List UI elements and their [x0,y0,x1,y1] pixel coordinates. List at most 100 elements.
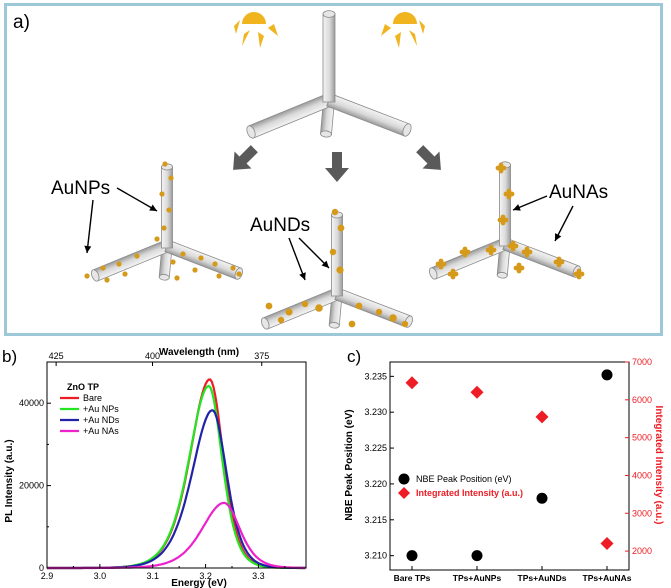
y2-tick-label: 6000 [632,395,652,405]
np-particle [162,161,168,167]
np-particle [84,273,90,279]
nd-particle [337,224,345,232]
na-flower-particle [507,240,519,252]
np-particle [236,271,242,277]
nbe-point [471,550,483,562]
na-flower-particle [495,162,507,174]
plot-frame [389,361,630,571]
x-category-label: Bare TPs [394,573,431,583]
intensity-point [535,410,549,424]
np-particle [212,261,218,267]
y-tick-label: 0 [39,563,44,573]
x-tick-label: 3.2 [199,571,212,581]
na-flower-particle [521,246,533,258]
np-particle [174,275,180,281]
np-particle [116,261,122,267]
legend-entry: +Au NDs [83,415,120,425]
nd-particle [336,266,344,274]
tripod-bare-leg-left [246,93,332,139]
x-tick-label: 3.0 [94,571,107,581]
na-flower-particle [513,262,525,274]
np-particle [198,255,204,261]
nbe-point [601,369,613,381]
x2-tick-label: 425 [49,351,64,361]
pointer-aunps-2-head [149,204,157,211]
tripod-bare-leg-right [326,93,412,137]
y2-tick-label: 3000 [632,508,652,518]
panel-c-letter: c) [347,347,361,366]
arrow-icon [325,152,349,182]
na-flower-particle [573,268,585,280]
legend-title: ZnO TP [67,382,99,392]
nd-particle [315,304,323,312]
nd-particle [265,302,273,310]
pointer-aunds-1 [288,237,306,281]
np-particle [161,225,167,231]
panel-a-letter: a) [13,12,30,33]
np-particle [230,265,236,271]
y-tick-label: 3.225 [364,443,387,453]
arrow-icon [416,145,441,170]
y2-tick-label: 7000 [632,357,652,367]
y-tick-label: 3.220 [364,479,387,489]
np-particle [122,271,128,277]
pointer-aunps-1 [86,199,94,254]
tripod-nd-leg-right [334,287,413,328]
np-particle [134,253,140,259]
x-category-label: TPs+AuNAs [583,573,632,583]
legend-entry: Bare [83,393,102,403]
y-tick-label: 20000 [19,481,44,491]
na-flower-particle [503,188,515,200]
na-flower-particle [497,214,509,226]
nbe-point [406,550,418,562]
nd-particle [285,308,293,316]
x-tick-label: 3.1 [146,571,159,581]
legend-entry: Integrated Intensity (a.u.) [416,488,523,498]
nd-particle [277,316,285,324]
np-particle [180,251,186,257]
na-flower-particle [485,244,497,256]
x-category-label: TPs+AuNPs [453,573,502,583]
pointer-aunds-2 [298,237,330,269]
sun-icon [234,12,278,48]
tripod-nd-leg-left [260,287,340,330]
x2-tick-label: 400 [145,351,160,361]
x-tick-label: 2.9 [41,571,54,581]
chart-pl-spectra: b) Wavelength (nm) Energy (eV) PL Intens… [2,347,307,588]
x2-tick-label: 375 [254,351,269,361]
intensity-point [600,537,614,551]
x2-axis-label: Wavelength (nm) [159,347,239,358]
label-aunds: AuNDs [250,215,311,236]
pointer-aunas-2-head [555,233,562,241]
np-particle [154,236,160,242]
x-tick-label: 3.3 [252,571,265,581]
nd-particle [355,302,363,310]
intensity-point [405,376,419,390]
chart-nbe-scatter: c) NBE Peak Position (eV) Integrated Int… [344,347,664,583]
panel-a-schematic: a) AuNPs AuNDs AuNAs [4,3,663,336]
np-particle [170,259,176,265]
pointer-aunds-1-head [299,272,306,280]
nbe-point [536,492,548,504]
pointer-aunds-2-head [321,260,329,268]
nd-particle [348,320,356,328]
tripod-nd-leg-up [331,211,343,297]
arrow-icon [233,145,258,170]
tripod-bare-leg-up [322,10,336,103]
legend-entry: +Au NPs [83,404,119,414]
y2-tick-label: 4000 [632,470,652,480]
tripod-np-leg-left [90,239,170,282]
y-axis-label-left: NBE Peak Position (eV) [344,409,355,520]
nd-particle [331,208,339,216]
tripod-np-leg-right [164,239,243,280]
legend-entry: NBE Peak Position (eV) [416,474,512,484]
tripod-na-leg-up [499,161,511,247]
nd-particle [389,314,397,322]
na-flower-particle [447,268,459,280]
sun-icon [381,12,425,48]
na-flower-particle [435,258,447,270]
pointer-aunps-1-head [84,245,92,253]
y-tick-label: 40000 [19,398,44,408]
label-aunas: AuNAs [549,182,609,203]
intensity-point [470,385,484,399]
